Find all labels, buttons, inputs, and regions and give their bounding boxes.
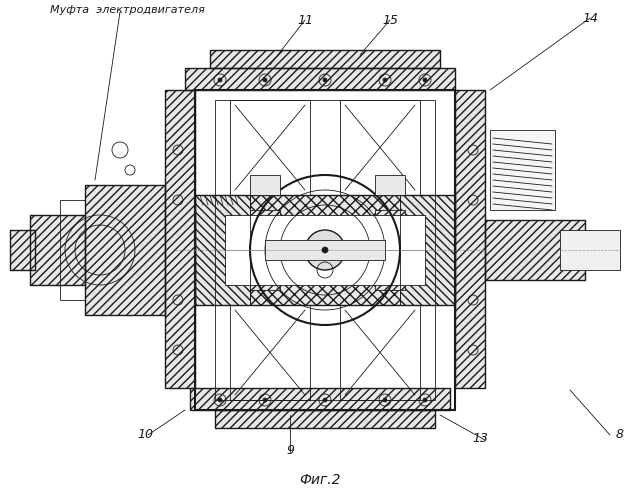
Bar [30, 215, 85, 285]
Bar [340, 100, 420, 195]
Bar [185, 68, 455, 90]
Bar [340, 305, 420, 400]
Bar [60, 200, 85, 300]
Bar [560, 230, 620, 270]
Bar [190, 388, 450, 410]
Text: 13: 13 [472, 432, 488, 444]
Text: 15: 15 [382, 14, 398, 26]
Bar [210, 50, 440, 68]
Circle shape [218, 78, 222, 82]
Bar [195, 195, 250, 305]
Bar [485, 220, 585, 280]
Circle shape [218, 398, 222, 402]
Bar [190, 388, 450, 410]
Bar [195, 195, 250, 305]
Bar [400, 195, 455, 305]
Bar [230, 305, 310, 400]
Bar [195, 195, 455, 305]
Bar [165, 90, 195, 388]
Circle shape [323, 78, 327, 82]
Circle shape [383, 78, 387, 82]
Bar [195, 90, 455, 410]
Circle shape [263, 78, 267, 82]
Text: Муфта  электродвигателя: Муфта электродвигателя [50, 5, 205, 15]
Bar [455, 90, 485, 388]
Bar [485, 220, 585, 280]
Circle shape [263, 398, 267, 402]
Circle shape [423, 398, 427, 402]
Text: 11: 11 [297, 14, 313, 26]
Bar [215, 410, 435, 428]
Bar [400, 195, 455, 305]
Text: 10: 10 [137, 428, 153, 442]
Bar [85, 185, 165, 315]
Bar [375, 210, 405, 290]
Text: 14: 14 [582, 12, 598, 24]
Bar [165, 90, 195, 388]
Bar [85, 185, 165, 315]
Bar [10, 230, 35, 270]
Bar [185, 68, 455, 90]
Bar [30, 215, 85, 285]
Bar [10, 230, 35, 270]
Bar [265, 240, 385, 260]
Bar [225, 215, 425, 285]
Bar [250, 175, 280, 195]
Circle shape [322, 247, 328, 253]
Bar [210, 50, 440, 68]
Text: Фиг.2: Фиг.2 [299, 473, 341, 487]
Bar [375, 175, 405, 195]
Bar [215, 410, 435, 428]
Circle shape [323, 398, 327, 402]
Circle shape [423, 78, 427, 82]
Bar [250, 210, 280, 290]
Bar [230, 100, 310, 195]
Text: 9: 9 [286, 444, 294, 456]
Text: 8: 8 [616, 428, 624, 442]
Bar [455, 90, 485, 388]
Circle shape [305, 230, 345, 270]
Bar [195, 195, 455, 305]
Circle shape [383, 398, 387, 402]
Bar [215, 100, 435, 400]
Bar [490, 130, 555, 210]
